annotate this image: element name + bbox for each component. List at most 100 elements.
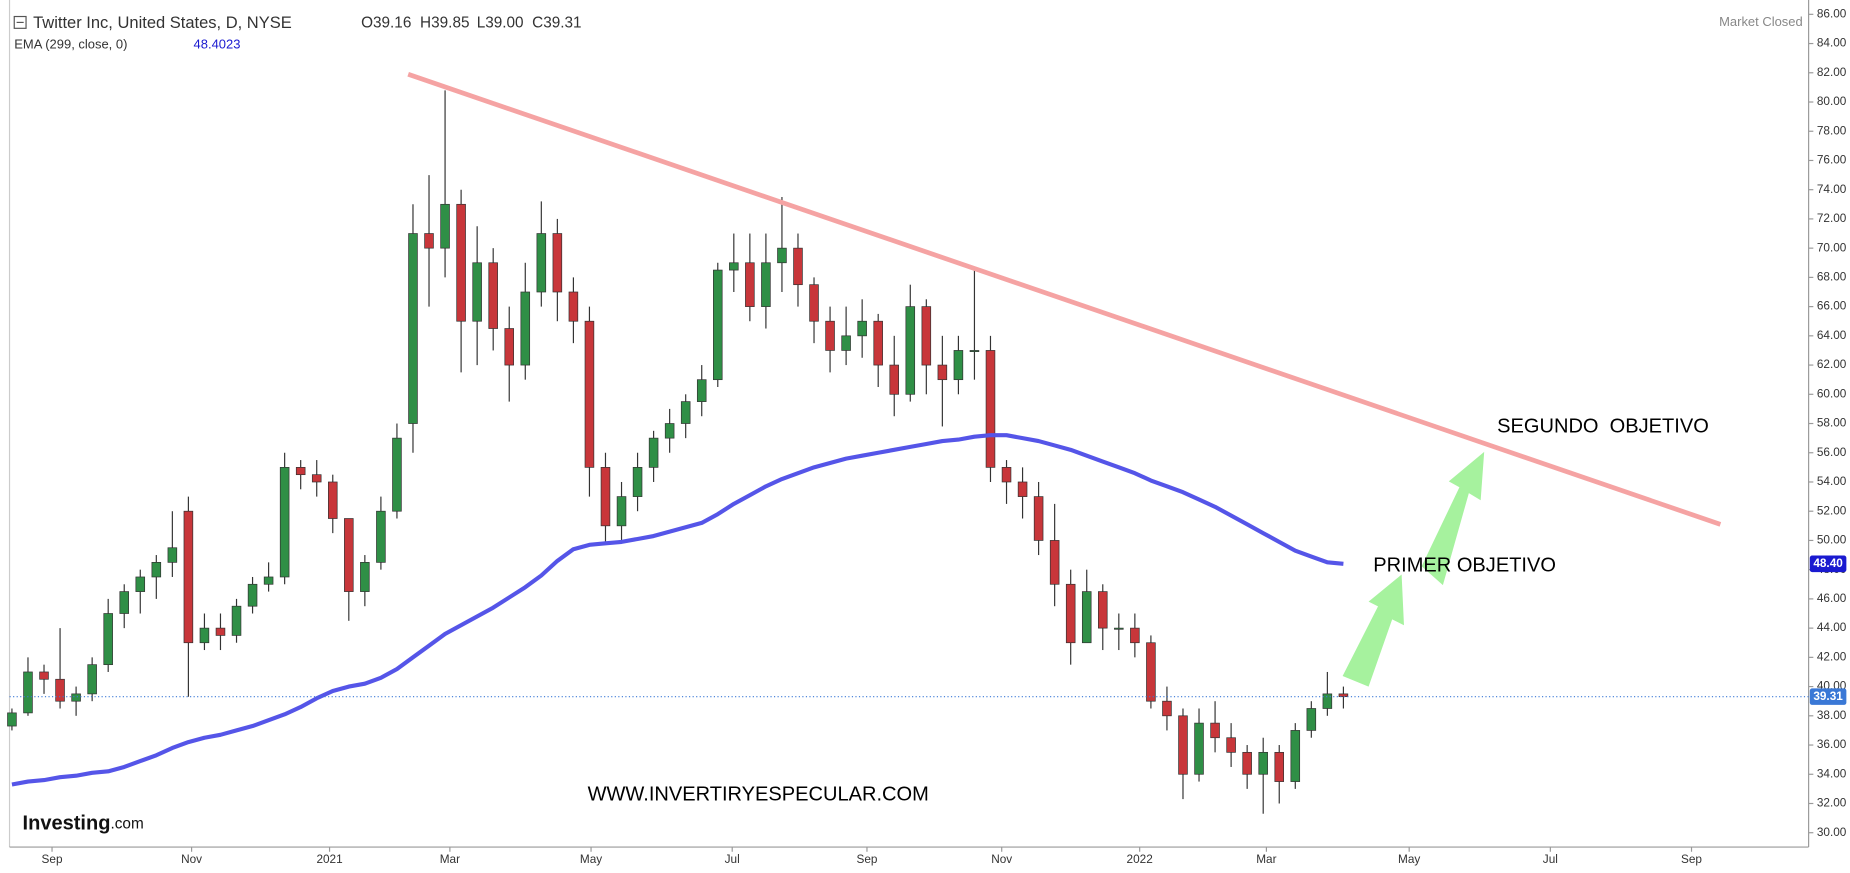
x-tick-label: Mar [440, 853, 460, 866]
candle-body [279, 467, 290, 578]
candle-body [311, 474, 322, 483]
candle-body [616, 496, 627, 527]
candle-body [600, 467, 611, 527]
y-tick-label: 68.00 [1817, 270, 1847, 283]
y-tick-label: 70.00 [1817, 241, 1847, 254]
candle-body [921, 306, 932, 366]
candle-body [1098, 591, 1108, 629]
candle-body [23, 671, 33, 714]
plot-area: 30.0032.0034.0036.0038.0040.0042.0044.00… [7, 7, 1847, 866]
candle-body [1049, 540, 1060, 585]
candle-body [696, 379, 707, 402]
candle-body [809, 284, 819, 322]
candle-body [632, 467, 643, 497]
y-tick-label: 74.00 [1817, 183, 1847, 196]
y-tick-label: 72.00 [1817, 212, 1847, 225]
y-tick-label: 50.00 [1817, 534, 1847, 547]
x-tick-label: Sep [1681, 853, 1702, 866]
y-tick-label: 52.00 [1817, 504, 1847, 517]
price-tag [1809, 688, 1847, 705]
candle-body [231, 605, 242, 636]
price-tag-label: 39.31 [1813, 690, 1843, 703]
y-tick-label: 58.00 [1817, 417, 1847, 430]
candle-body [841, 335, 851, 351]
candle-body [648, 437, 659, 468]
y-tick-label: 36.00 [1817, 738, 1847, 751]
candle-body [71, 693, 81, 702]
candle-body [889, 364, 900, 395]
candle-body [263, 576, 274, 585]
indicator-name: EMA (299, close, 0) [14, 36, 127, 51]
candle-body [344, 518, 354, 592]
x-tick-label: Nov [991, 853, 1012, 866]
arrow-first [1342, 574, 1404, 687]
candle-body [376, 510, 386, 563]
candle-body [1258, 751, 1268, 775]
candle-body [151, 562, 162, 578]
price-tag-label: 48.40 [1813, 557, 1843, 570]
candle-body [1290, 730, 1301, 782]
candle-body [328, 481, 338, 519]
ema-line [11, 433, 1344, 787]
candle-body [584, 320, 595, 468]
y-tick-label: 34.00 [1817, 767, 1847, 780]
collapse-icon[interactable] [13, 15, 27, 29]
candle-body [1033, 496, 1044, 541]
market-status: Market Closed [1719, 14, 1803, 29]
x-tick-label: Mar [1256, 853, 1276, 866]
candle-body [857, 320, 867, 337]
candle-body [937, 364, 948, 381]
y-tick-label: 56.00 [1817, 446, 1847, 459]
candle-body [488, 262, 498, 329]
candle-body [520, 291, 531, 366]
ohlc-open: O39.16 [361, 15, 411, 32]
candle-body [215, 627, 226, 636]
trendline [407, 72, 1722, 527]
y-tick-label: 38.00 [1817, 709, 1847, 722]
candle-body [552, 233, 563, 293]
candle-body [199, 627, 210, 644]
candle-body [536, 233, 547, 293]
candle-body [1130, 627, 1140, 644]
ohlc-high: H39.85 [420, 15, 469, 32]
candle-body [392, 437, 402, 512]
candle-body [1178, 715, 1188, 775]
candle-body [456, 203, 466, 322]
ohlc-close: C39.31 [532, 15, 581, 32]
candle-body [424, 233, 434, 249]
candle-body [1210, 722, 1220, 739]
candle-body [1017, 481, 1028, 497]
candle-body [119, 591, 129, 614]
annotation-first-target: PRIMER OBJETIVO [1373, 555, 1556, 577]
y-tick-label: 32.00 [1817, 797, 1847, 810]
candle-body [985, 350, 996, 468]
arrow-second [1421, 451, 1485, 586]
candle-body [905, 306, 916, 395]
candle-body [1001, 467, 1012, 483]
candle-body [55, 678, 65, 702]
candle-body [504, 328, 514, 366]
candle-body [793, 247, 803, 286]
x-tick-label: May [1398, 853, 1420, 866]
candle-body [7, 712, 17, 727]
y-tick-label: 42.00 [1817, 650, 1847, 663]
candle-body [729, 262, 739, 271]
candle-body [664, 423, 675, 439]
y-tick-label: 80.00 [1817, 95, 1847, 108]
candle-body [761, 262, 771, 307]
y-tick-label: 82.00 [1817, 66, 1847, 79]
y-tick-label: 66.00 [1817, 300, 1847, 313]
candle-body [295, 467, 306, 476]
candle-body [183, 510, 194, 644]
price-tag [1809, 555, 1847, 573]
candle-body [825, 320, 835, 351]
x-tick-label: 2022 [1127, 853, 1153, 866]
candle-body [745, 262, 755, 307]
y-tick-label: 46.00 [1817, 592, 1847, 605]
logo-main: Investing [23, 813, 111, 835]
candle-body [1194, 722, 1204, 775]
candle-body [440, 203, 450, 249]
y-tick-label: 62.00 [1817, 358, 1847, 371]
candle-body [1338, 693, 1349, 698]
candle-body [39, 671, 49, 680]
